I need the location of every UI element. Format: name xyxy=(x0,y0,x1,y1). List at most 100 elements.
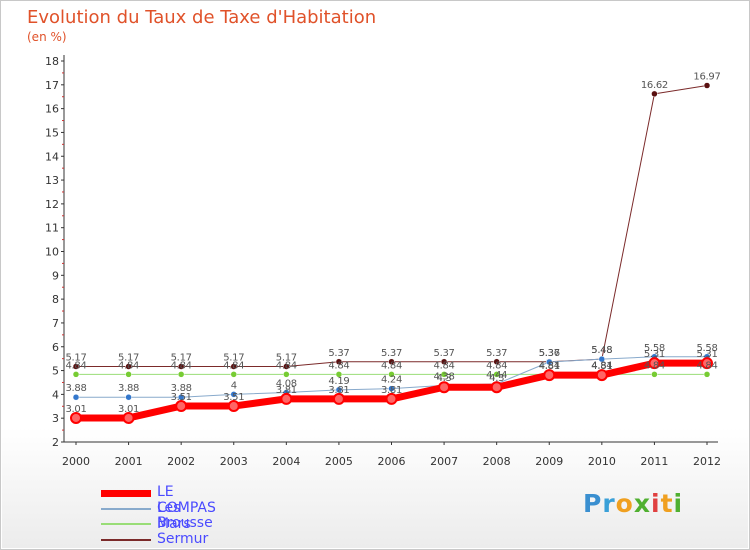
data-label: 5.37 xyxy=(328,348,349,359)
data-label: 4.24 xyxy=(381,375,402,386)
data-point xyxy=(543,369,556,382)
legend-swatch xyxy=(101,489,151,497)
proxiti-logo: Proxiti xyxy=(583,489,683,518)
data-point xyxy=(175,400,188,413)
x-tick-label: 2010 xyxy=(588,455,616,468)
data-label: 5.36 xyxy=(539,348,560,359)
data-label: 4.84 xyxy=(65,360,86,371)
data-label: 16.62 xyxy=(641,80,668,91)
data-point xyxy=(493,358,500,366)
data-point xyxy=(227,400,240,413)
data-point xyxy=(388,385,395,392)
data-label: 4.84 xyxy=(381,360,402,371)
data-label: 5.31 xyxy=(644,349,665,360)
data-point xyxy=(335,358,343,366)
data-label: 4.84 xyxy=(644,360,665,371)
logo-letter: i xyxy=(673,489,684,518)
x-tick-label: 2005 xyxy=(325,455,353,468)
data-label: 5.58 xyxy=(644,343,665,354)
data-label: 3.81 xyxy=(276,385,297,396)
data-point xyxy=(230,363,237,370)
data-label: 3.88 xyxy=(118,383,139,394)
data-point xyxy=(388,358,395,366)
y-tick-label: 14 xyxy=(45,150,59,163)
legend-label: LE COMPAS xyxy=(157,484,216,516)
x-tick-label: 2003 xyxy=(220,455,248,468)
data-point xyxy=(385,392,398,405)
legend-swatch xyxy=(101,523,151,525)
data-point xyxy=(651,371,658,378)
y-tick-label: 17 xyxy=(45,79,59,92)
logo-letter: t xyxy=(660,489,674,518)
legend-label: Sermur xyxy=(157,530,209,547)
logo-letter: x xyxy=(633,489,651,518)
y-tick-label: 15 xyxy=(45,126,59,139)
data-point xyxy=(703,82,711,89)
data-label: 4.84 xyxy=(434,360,455,371)
y-tick-label: 18 xyxy=(45,55,59,68)
x-tick-label: 2009 xyxy=(535,455,563,468)
data-label: 3.81 xyxy=(328,385,349,396)
x-tick-label: 2006 xyxy=(378,455,406,468)
data-label: 4.84 xyxy=(486,360,507,371)
data-point xyxy=(177,371,185,378)
x-tick-label: 2000 xyxy=(62,455,90,468)
x-tick-label: 2011 xyxy=(640,455,668,468)
y-tick-label: 4 xyxy=(52,388,59,401)
y-tick-label: 11 xyxy=(45,222,59,235)
data-point xyxy=(230,391,237,398)
data-point xyxy=(335,386,343,394)
logo-letter: P xyxy=(583,489,603,518)
y-tick-label: 2 xyxy=(52,436,59,449)
data-point xyxy=(283,363,290,370)
data-point xyxy=(388,371,395,378)
data-label: 3.01 xyxy=(118,404,139,415)
data-point xyxy=(332,392,345,405)
data-label: 3.51 xyxy=(171,392,192,403)
y-tick-label: 13 xyxy=(45,174,59,187)
data-point xyxy=(490,381,503,394)
y-tick-label: 16 xyxy=(45,103,59,116)
data-point xyxy=(125,371,132,378)
data-label: 5.31 xyxy=(696,349,717,360)
data-point xyxy=(72,363,80,370)
data-label: 5.17 xyxy=(118,353,139,364)
data-point xyxy=(598,355,606,363)
data-point xyxy=(438,381,451,394)
data-point xyxy=(125,363,132,370)
data-point xyxy=(701,357,713,370)
data-label: 4.84 xyxy=(118,360,139,371)
data-label: 5.17 xyxy=(223,353,244,364)
chart-subtitle: (en %) xyxy=(27,30,67,44)
legend-label: Brousse xyxy=(157,515,213,531)
y-tick-label: 6 xyxy=(52,341,59,354)
data-label: 5.37 xyxy=(486,348,507,359)
chart-title: Evolution du Taux de Taxe d'Habitation xyxy=(27,7,377,28)
data-label: 5.17 xyxy=(65,353,86,364)
x-tick-label: 2001 xyxy=(115,455,143,468)
x-tick-label: 2004 xyxy=(272,455,300,468)
data-label: 4.84 xyxy=(171,360,192,371)
legend-swatch xyxy=(101,538,151,541)
y-tick-label: 12 xyxy=(45,198,59,211)
data-point xyxy=(283,371,290,378)
x-tick-label: 2007 xyxy=(430,455,458,468)
data-point xyxy=(648,357,661,370)
data-point xyxy=(595,369,608,382)
data-point xyxy=(335,371,343,378)
legend-label: Les Mars xyxy=(157,499,191,532)
data-point xyxy=(122,411,135,424)
data-label: 16.97 xyxy=(693,72,720,83)
data-label: 5.17 xyxy=(276,353,297,364)
data-label: 4.3 xyxy=(437,373,452,384)
x-tick-label: 2008 xyxy=(483,455,511,468)
data-label: 4.44 xyxy=(486,370,507,381)
y-tick-label: 3 xyxy=(52,412,59,425)
data-point xyxy=(125,393,132,401)
y-tick-label: 9 xyxy=(52,269,59,282)
data-point xyxy=(230,371,237,378)
x-tick-label: 2012 xyxy=(693,455,721,468)
y-tick-label: 10 xyxy=(45,246,59,259)
y-tick-label: 5 xyxy=(52,365,59,378)
